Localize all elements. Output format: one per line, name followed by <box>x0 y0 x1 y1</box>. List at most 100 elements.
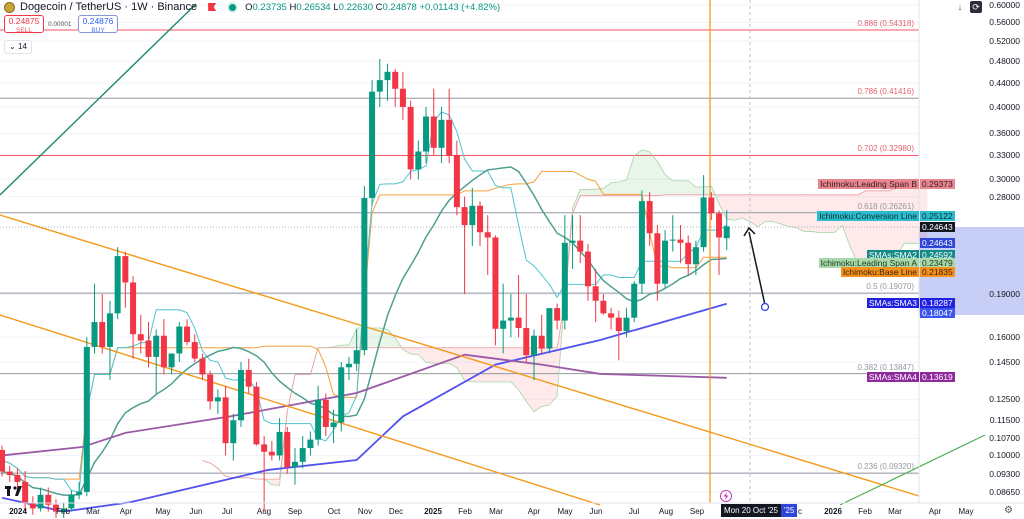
candle <box>284 426 291 474</box>
candle-body <box>299 448 306 462</box>
candle <box>484 215 491 275</box>
candle <box>315 385 322 446</box>
candle-body <box>238 369 245 421</box>
candle-body <box>646 201 653 234</box>
time-tick-label: May <box>958 507 974 516</box>
sma2-line <box>1 166 727 496</box>
settings-gear-icon[interactable]: ⚙ <box>1004 505 1013 516</box>
cloud-segment <box>657 161 666 196</box>
axis-value-tag: 0.18047 <box>920 308 955 318</box>
candle <box>546 308 553 354</box>
ohlc-values: O0.23735 H0.26534 L0.22630 C0.24878 +0.0… <box>245 1 501 13</box>
green-trendline[interactable] <box>0 3 197 196</box>
time-tick-label: Mar <box>489 507 503 516</box>
candle-body <box>530 335 537 356</box>
axis-value-tag: 0.13619 <box>920 372 955 382</box>
candle <box>214 389 221 414</box>
candle <box>469 187 476 247</box>
candle <box>600 294 607 315</box>
trend-lines[interactable] <box>0 0 986 506</box>
candle <box>60 502 67 518</box>
candle <box>361 186 368 356</box>
sma4-line <box>1 353 727 457</box>
candle-body <box>29 503 36 509</box>
candle <box>523 294 530 363</box>
price-tick-label: 0.10000 <box>989 450 1020 461</box>
projection-arrow[interactable] <box>743 226 770 312</box>
market-open-icon <box>229 3 237 11</box>
cloud-segment <box>464 347 473 382</box>
scroll-to-latest-button[interactable]: ↓ <box>954 1 966 13</box>
time-tick-label: Jul <box>221 507 233 516</box>
candle <box>230 413 237 461</box>
candle <box>507 294 514 338</box>
lightning-icon[interactable] <box>720 490 732 502</box>
candle-body <box>276 431 283 456</box>
green-trendline-projection[interactable] <box>839 434 986 506</box>
cloud-segment <box>688 180 696 195</box>
candle-body <box>453 155 460 208</box>
candle-body <box>261 444 268 452</box>
candle-body <box>230 420 237 444</box>
candle-body <box>68 494 75 509</box>
cloud-segment <box>595 188 604 196</box>
time-tick-label: Nov <box>357 507 373 516</box>
candle <box>114 247 121 320</box>
candle <box>130 276 137 359</box>
candle-body <box>345 363 352 368</box>
flag-icon[interactable] <box>208 3 217 11</box>
candle-body <box>692 247 699 265</box>
axis-series-name-tag: Ichimoku:Leading Span A <box>818 258 919 268</box>
reset-chart-button[interactable]: ⟳ <box>970 1 982 13</box>
candle <box>477 201 484 247</box>
orange-trendline-lower[interactable] <box>0 314 601 506</box>
candle-body <box>83 346 90 492</box>
candle-body <box>153 335 160 357</box>
cloud-segment <box>880 190 889 265</box>
candle <box>446 88 453 164</box>
cloud-segment <box>865 190 874 265</box>
candle-body <box>631 283 638 318</box>
candle <box>492 235 499 346</box>
candle-body <box>22 481 29 504</box>
candle <box>245 358 252 394</box>
time-tick-label: Aug <box>256 507 272 516</box>
candle <box>106 300 113 381</box>
candle <box>584 243 591 301</box>
candle-body <box>461 207 468 226</box>
candle <box>176 322 183 363</box>
orange-trendline-upper[interactable] <box>0 214 920 497</box>
cloud-segment <box>618 179 627 196</box>
buy-button[interactable]: 0.24876 BUY <box>78 15 118 34</box>
symbol-title[interactable]: Dogecoin / TetherUS · 1W · Binance <box>20 1 198 13</box>
candle-body <box>700 197 707 248</box>
sell-button[interactable]: 0.24875 SELL <box>4 15 44 34</box>
candle-body <box>438 119 445 148</box>
candle-body <box>592 286 599 301</box>
candle <box>345 356 352 381</box>
candle-body <box>0 449 5 472</box>
candle-body <box>716 213 723 238</box>
candle-body <box>515 317 522 329</box>
candle <box>399 71 406 120</box>
fib-level-label: 0.382 (0.13847) <box>857 362 915 372</box>
price-tick-label: 0.40000 <box>989 101 1020 112</box>
fib-level-label: 0.5 (0.19070) <box>866 282 914 292</box>
arrow-anchor-handle[interactable] <box>760 302 770 312</box>
candle <box>669 215 676 252</box>
price-tick-label: 0.12500 <box>989 394 1020 405</box>
candle <box>322 393 329 437</box>
price-tick-label: 0.33000 <box>989 150 1020 161</box>
cloud-segment <box>603 182 612 196</box>
candle-body <box>369 91 376 198</box>
candle-body <box>6 471 13 476</box>
indicators-toggle-button[interactable]: ⌄ 14 <box>4 40 32 54</box>
fib-level-label: 0.886 (0.54318) <box>857 19 915 28</box>
candle-body <box>137 334 144 341</box>
fib-retracement[interactable] <box>0 29 919 474</box>
candle <box>423 106 430 164</box>
price-tick-label: 0.19000 <box>989 289 1020 300</box>
candlesticks <box>0 59 730 518</box>
candle <box>76 481 83 500</box>
